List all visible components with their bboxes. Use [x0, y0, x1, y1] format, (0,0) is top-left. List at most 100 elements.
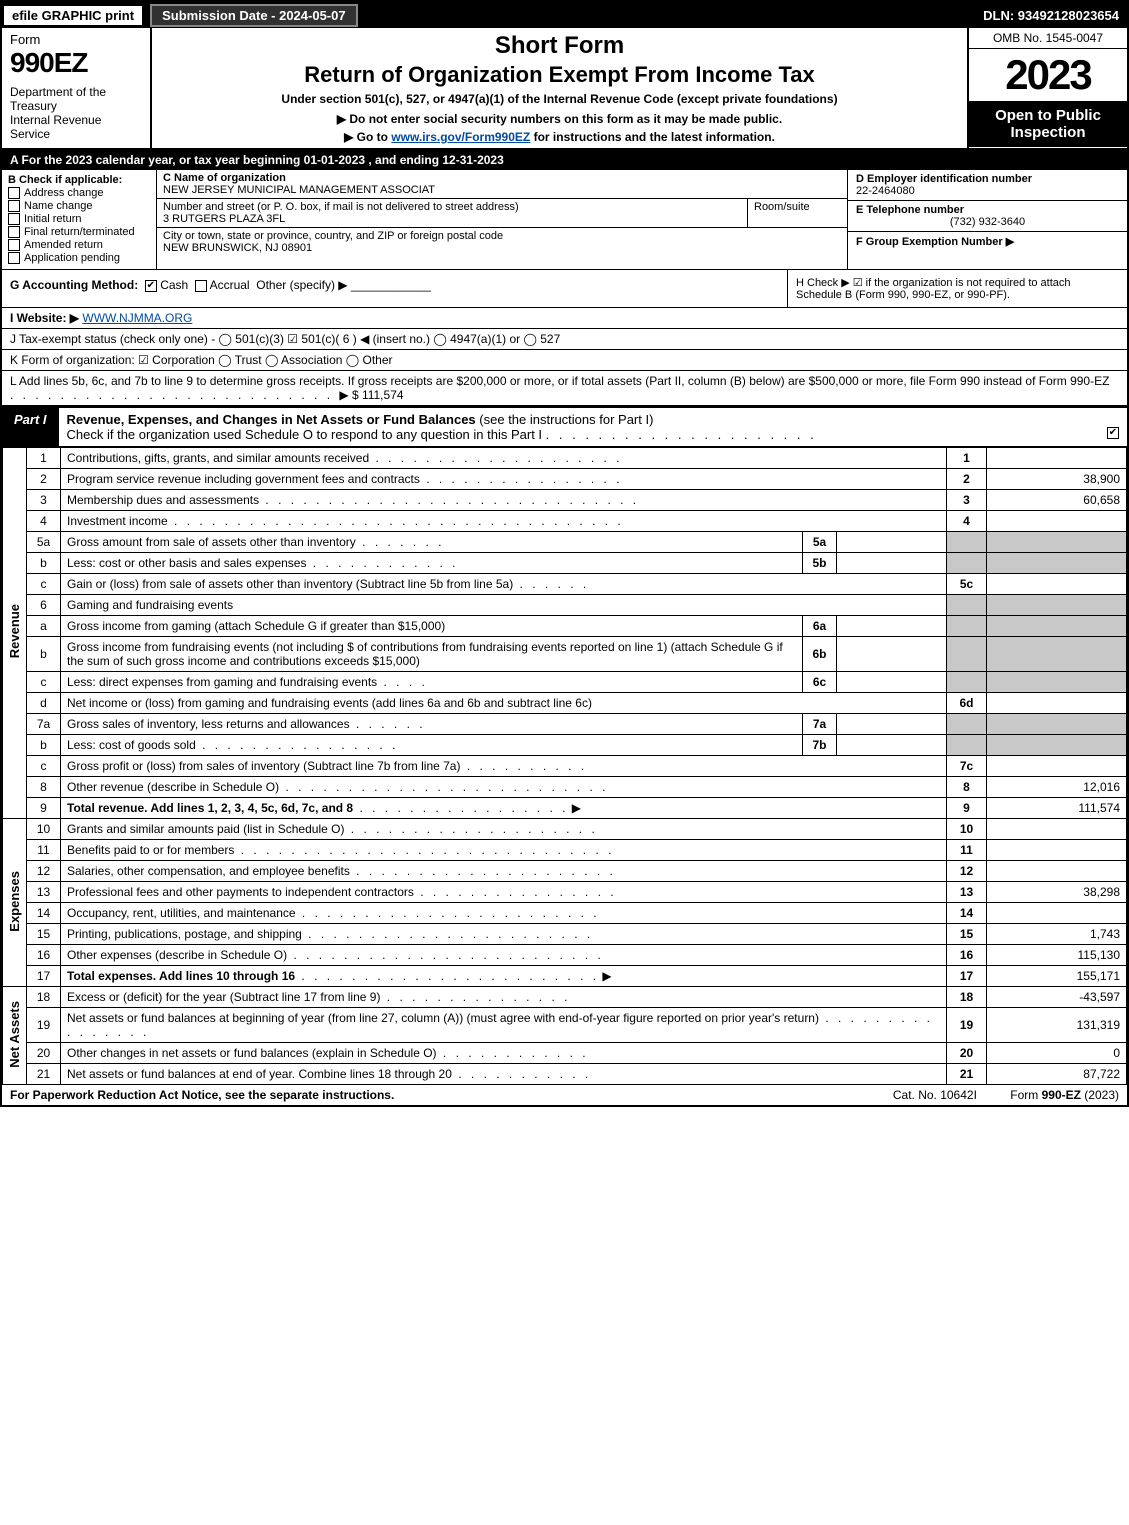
- org-name: NEW JERSEY MUNICIPAL MANAGEMENT ASSOCIAT: [163, 184, 435, 196]
- line-num: c: [27, 756, 61, 777]
- grey-cell: [987, 553, 1127, 574]
- row-l-text: L Add lines 5b, 6c, and 7b to line 9 to …: [10, 374, 1109, 388]
- dln-label: DLN: 93492128023654: [983, 8, 1127, 23]
- checkbox-accrual[interactable]: [195, 280, 207, 292]
- line-num: 13: [27, 882, 61, 903]
- line-num: b: [27, 553, 61, 574]
- line-desc: Gain or (loss) from sale of assets other…: [61, 574, 947, 595]
- line-ref: 3: [947, 490, 987, 511]
- line-num: 11: [27, 840, 61, 861]
- line-val: [987, 511, 1127, 532]
- line-desc: Less: cost of goods sold . . . . . . . .…: [61, 735, 803, 756]
- line-ref: 2: [947, 469, 987, 490]
- street-address: 3 RUTGERS PLAZA 3FL: [163, 213, 285, 225]
- line-desc: Grants and similar amounts paid (list in…: [61, 819, 947, 840]
- mini-val: [837, 672, 947, 693]
- line-num: b: [27, 637, 61, 672]
- grey-cell: [947, 637, 987, 672]
- line-num: b: [27, 735, 61, 756]
- form-number: 990EZ: [10, 47, 142, 79]
- grey-cell: [987, 616, 1127, 637]
- open-inspection-badge: Open to Public Inspection: [969, 101, 1127, 147]
- city-value: NEW BRUNSWICK, NJ 08901: [163, 242, 312, 254]
- mini-ref: 6a: [803, 616, 837, 637]
- chk-label: Address change: [24, 187, 104, 199]
- line-ref: 20: [947, 1043, 987, 1064]
- row-g-h: G Accounting Method: Cash Accrual Other …: [2, 270, 1127, 308]
- line-ref: 18: [947, 987, 987, 1008]
- line-val: [987, 903, 1127, 924]
- net-assets-side-label: Net Assets: [3, 987, 27, 1085]
- checkbox-cash[interactable]: [145, 280, 157, 292]
- line-val: 12,016: [987, 777, 1127, 798]
- header-title: Short Form Return of Organization Exempt…: [152, 28, 967, 148]
- line-val: 111,574: [987, 798, 1127, 819]
- line-ref: 14: [947, 903, 987, 924]
- website-link[interactable]: WWW.NJMMA.ORG: [82, 311, 192, 325]
- grey-cell: [947, 672, 987, 693]
- line-desc: Membership dues and assessments . . . . …: [61, 490, 947, 511]
- checkbox-application-pending[interactable]: [8, 252, 20, 264]
- section-b-c-d: B Check if applicable: Address change Na…: [2, 170, 1127, 270]
- line-desc: Program service revenue including govern…: [61, 469, 947, 490]
- line-desc: Gross income from fundraising events (no…: [61, 637, 803, 672]
- line-val: [987, 756, 1127, 777]
- line-val: -43,597: [987, 987, 1127, 1008]
- checkbox-address-change[interactable]: [8, 187, 20, 199]
- line-ref: 5c: [947, 574, 987, 595]
- line-ref: 8: [947, 777, 987, 798]
- checkbox-initial-return[interactable]: [8, 213, 20, 225]
- checkbox-schedule-o[interactable]: [1107, 427, 1119, 439]
- mini-ref: 7b: [803, 735, 837, 756]
- line-val: [987, 448, 1127, 469]
- line-ref: 1: [947, 448, 987, 469]
- line-desc: Total expenses. Add lines 10 through 16 …: [61, 966, 947, 987]
- checkbox-name-change[interactable]: [8, 200, 20, 212]
- line-desc: Occupancy, rent, utilities, and maintena…: [61, 903, 947, 924]
- line-desc: Other revenue (describe in Schedule O) .…: [61, 777, 947, 798]
- dept-label: Department of the Treasury Internal Reve…: [10, 85, 142, 141]
- checkbox-final-return[interactable]: [8, 226, 20, 238]
- line-desc: Gross income from gaming (attach Schedul…: [61, 616, 803, 637]
- line-num: c: [27, 672, 61, 693]
- org-name-label: C Name of organization: [163, 172, 286, 184]
- line-desc: Gross amount from sale of assets other t…: [61, 532, 803, 553]
- header-right: OMB No. 1545-0047 2023 Open to Public In…: [967, 28, 1127, 148]
- tel-label: E Telephone number: [856, 204, 964, 216]
- line-num: 21: [27, 1064, 61, 1085]
- line-num: 10: [27, 819, 61, 840]
- line-desc: Other changes in net assets or fund bala…: [61, 1043, 947, 1064]
- mini-ref: 6c: [803, 672, 837, 693]
- irs-link[interactable]: www.irs.gov/Form990EZ: [391, 130, 530, 144]
- line-num: 2: [27, 469, 61, 490]
- other-label: Other (specify) ▶: [256, 278, 347, 292]
- line-desc: Contributions, gifts, grants, and simila…: [61, 448, 947, 469]
- line-num: 18: [27, 987, 61, 1008]
- line-num: 5a: [27, 532, 61, 553]
- row-l: L Add lines 5b, 6c, and 7b to line 9 to …: [2, 371, 1127, 406]
- sub3-prefix: ▶ Go to: [344, 130, 391, 144]
- line-desc: Printing, publications, postage, and shi…: [61, 924, 947, 945]
- grey-cell: [987, 532, 1127, 553]
- grey-cell: [987, 672, 1127, 693]
- cash-label: Cash: [160, 278, 188, 292]
- checkbox-amended-return[interactable]: [8, 239, 20, 251]
- line-num: 1: [27, 448, 61, 469]
- line-desc: Total revenue. Add lines 1, 2, 3, 4, 5c,…: [61, 798, 947, 819]
- line-num: c: [27, 574, 61, 595]
- part-1-title-text: Revenue, Expenses, and Changes in Net As…: [67, 412, 476, 427]
- line-desc: Investment income . . . . . . . . . . . …: [61, 511, 947, 532]
- line-a: A For the 2023 calendar year, or tax yea…: [2, 150, 1127, 170]
- line-ref: 21: [947, 1064, 987, 1085]
- grey-cell: [947, 595, 987, 616]
- line-num: 7a: [27, 714, 61, 735]
- line-desc: Net assets or fund balances at beginning…: [61, 1008, 947, 1043]
- tax-year: 2023: [969, 49, 1127, 101]
- form-ref: Form 990-EZ (2023): [1010, 1088, 1119, 1102]
- grey-cell: [987, 735, 1127, 756]
- footer-right: Cat. No. 10642I Form 990-EZ (2023): [893, 1088, 1119, 1102]
- grey-cell: [947, 616, 987, 637]
- line-ref: 13: [947, 882, 987, 903]
- line-desc: Benefits paid to or for members . . . . …: [61, 840, 947, 861]
- line-val: 87,722: [987, 1064, 1127, 1085]
